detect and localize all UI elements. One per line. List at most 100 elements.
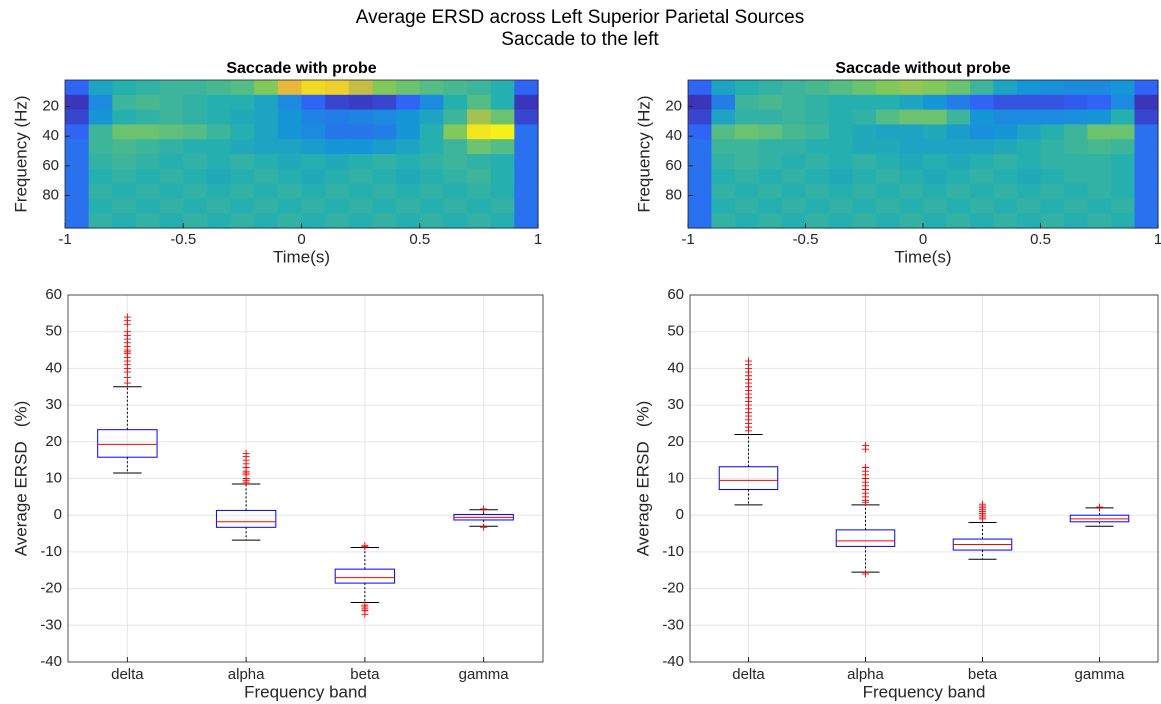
x-tick-label: beta <box>350 666 380 683</box>
heatmap-cell <box>852 168 877 185</box>
heatmap-cell <box>206 109 232 125</box>
y-tick-label: 30 <box>45 396 62 413</box>
y-tick-label: 40 <box>42 127 59 144</box>
y-tick-label: 20 <box>665 98 682 115</box>
heatmap-cell <box>301 168 326 185</box>
heatmap-cell <box>758 139 783 155</box>
heatmap-cell <box>993 168 1018 185</box>
heatmap-cell <box>88 109 113 125</box>
heatmap-cell <box>1064 198 1089 214</box>
heatmap-cell <box>899 80 924 96</box>
heatmap-cell <box>490 94 515 111</box>
subplot-title: Saccade without probe <box>835 60 1010 77</box>
heatmap-cell <box>419 183 444 199</box>
heatmap-cell <box>970 94 995 111</box>
heatmap-cell <box>1087 183 1112 199</box>
subplot-title: Saccade with probe <box>226 60 376 77</box>
heatmap-cell <box>899 94 924 111</box>
heatmap-cell <box>254 198 279 214</box>
heatmap-cell <box>946 198 971 214</box>
heatmap-cell <box>1087 124 1112 140</box>
y-tick-label: 80 <box>665 186 682 203</box>
heatmap-cell <box>758 124 783 140</box>
heatmap-cell <box>782 183 807 199</box>
heatmap-cell <box>206 168 232 185</box>
heatmap-cell <box>206 198 232 214</box>
x-tick-label: 0.5 <box>409 231 430 248</box>
outlier <box>242 450 250 458</box>
heatmap-cell <box>254 183 279 199</box>
heatmap-cell <box>135 168 161 185</box>
y-tick-label: 40 <box>667 359 684 376</box>
y-axis-label: Frequency (Hz) <box>11 95 30 212</box>
heatmap-cell <box>1134 168 1159 185</box>
outlier <box>979 500 986 508</box>
heatmap-cell <box>467 168 492 185</box>
heatmap-cell <box>782 94 807 111</box>
heatmap-cell <box>277 198 303 214</box>
heatmap-cell <box>443 80 468 96</box>
heatmap-cell <box>301 183 326 199</box>
heatmap-cell <box>899 168 924 185</box>
heatmap-cell <box>65 109 90 125</box>
heatmap-cell <box>301 139 326 155</box>
heatmap-cell <box>876 168 901 185</box>
heatmap-cell <box>829 80 854 96</box>
heatmap-cell <box>396 198 421 214</box>
heatmap-cell <box>230 139 255 155</box>
x-tick-label: beta <box>968 666 998 683</box>
heatmap-cell <box>1017 94 1042 111</box>
heatmap-cell <box>688 80 713 96</box>
heatmap-cell <box>230 168 255 185</box>
heatmap-cell <box>758 213 783 229</box>
heatmap-cell <box>829 109 854 125</box>
heatmap-cell <box>348 154 374 170</box>
heatmap-cell <box>419 168 444 185</box>
heatmap-cell <box>325 139 350 155</box>
x-tick-label: delta <box>732 666 765 683</box>
heatmap-cell <box>65 198 90 214</box>
heatmap-cell <box>112 109 137 125</box>
heatmap-cell <box>372 124 397 140</box>
heatmap-cell <box>711 80 736 96</box>
heatmap-cell <box>1087 198 1112 214</box>
heatmap-cell <box>1087 94 1112 111</box>
heatmap-cell <box>758 80 783 96</box>
heatmap-cell <box>688 139 713 155</box>
heatmap-cell <box>852 213 877 229</box>
heatmap-cell <box>782 139 807 155</box>
heatmap-cell <box>277 154 303 170</box>
heatmap-cell <box>396 213 421 229</box>
heatmap-cell <box>112 124 137 140</box>
heatmap-cell <box>1017 80 1042 96</box>
box <box>215 509 277 528</box>
heatmap-cell <box>514 213 539 229</box>
heatmap-cell <box>467 139 492 155</box>
heatmap-cell <box>514 94 539 111</box>
heatmap-cell <box>970 213 995 229</box>
heatmap-cell <box>970 139 995 155</box>
y-tick-label: 10 <box>667 469 684 486</box>
heatmap-cell <box>135 213 161 229</box>
x-axis-label: Time(s) <box>895 247 952 266</box>
heatmap-cell <box>159 80 184 96</box>
heatmap-cell <box>419 198 444 214</box>
heatmap-cell <box>467 198 492 214</box>
heatmap-cell <box>735 139 760 155</box>
heatmap-cell <box>65 124 90 140</box>
outlier <box>361 610 369 618</box>
heatmap-cell <box>1087 154 1112 170</box>
heatmap-cell <box>1111 139 1136 155</box>
heatmap-cell <box>159 154 184 170</box>
heatmap-cell <box>758 154 783 170</box>
heatmap-cell <box>112 213 137 229</box>
heatmap-cell <box>159 109 184 125</box>
heatmap-cell <box>183 168 208 185</box>
y-tick-label: 0 <box>676 506 684 523</box>
heatmap-cell <box>490 213 515 229</box>
heatmap-cell <box>923 109 948 125</box>
heatmap-cell <box>135 198 161 214</box>
heatmap-cell <box>1040 139 1065 155</box>
heatmap-cell <box>230 213 255 229</box>
heatmap-cell <box>443 168 468 185</box>
